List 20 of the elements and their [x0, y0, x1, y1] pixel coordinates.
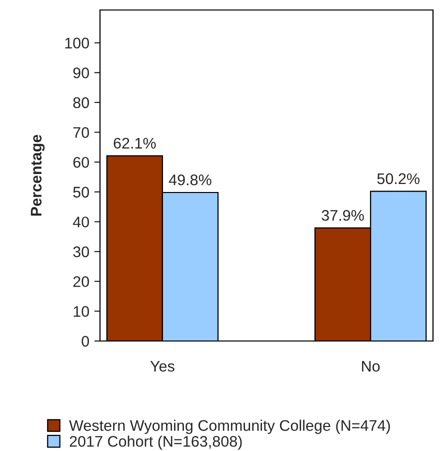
y-tick-label: 20 [73, 276, 89, 288]
data-label: 50.2% [377, 173, 420, 184]
y-axis-title: Percentage [30, 134, 45, 216]
legend-label: Western Wyoming Community College (N=474) [69, 420, 390, 434]
y-tick-label: 40 [72, 216, 89, 228]
legend-label: 2017 Cohort (N=163,808) [70, 436, 242, 450]
data-label: 37.9% [322, 210, 364, 221]
y-tick-label: 0 [82, 336, 89, 347]
y-tick-label: 60 [73, 156, 89, 168]
y-tick-label: 10 [74, 306, 89, 317]
y-tick-label: 100 [65, 38, 89, 48]
y-tick-label: 30 [73, 246, 89, 258]
y-tick-label: 50 [73, 186, 89, 198]
y-tick-label: 70 [73, 127, 89, 138]
y-tick-label: 80 [73, 97, 89, 108]
data-label: 62.1% [114, 138, 156, 149]
x-tick-label: No [362, 361, 380, 372]
data-label: 49.8% [168, 174, 212, 186]
y-tick-label: 90 [73, 67, 89, 78]
x-tick-label: Yes [150, 361, 174, 372]
